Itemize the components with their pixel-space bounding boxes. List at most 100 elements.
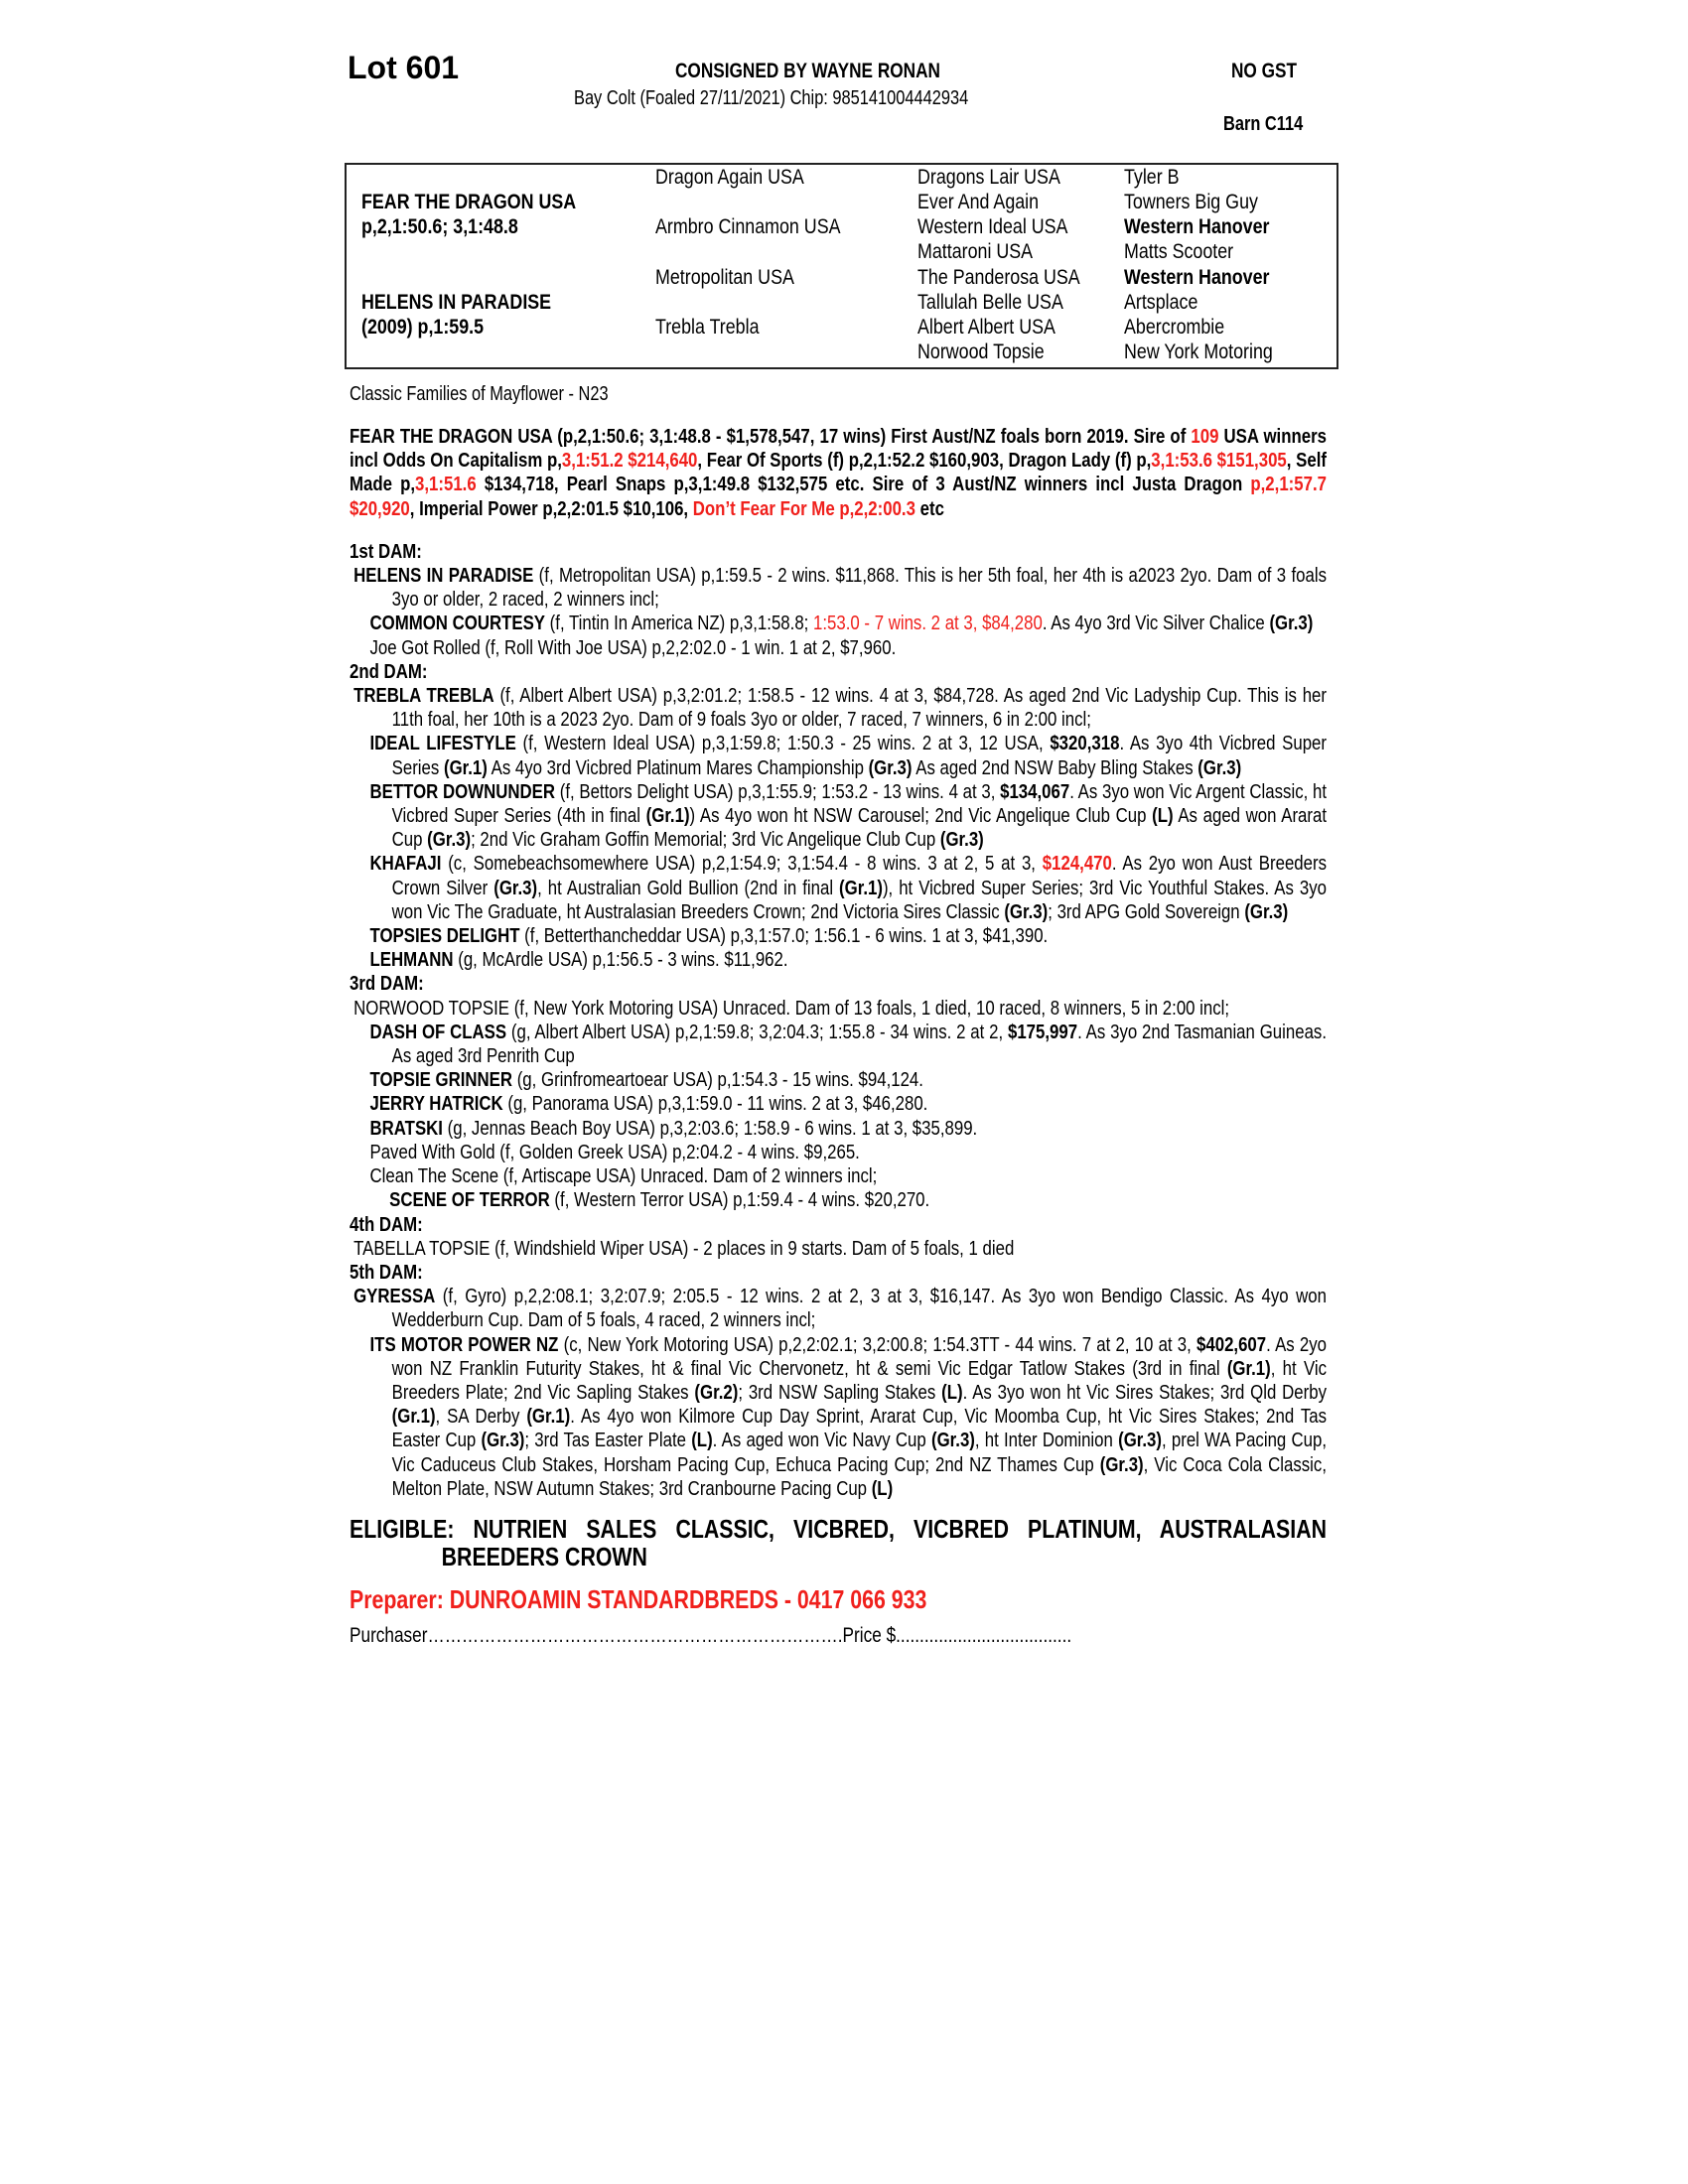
preparer: Preparer: DUNROAMIN STANDARDBREDS - 0417…	[350, 1583, 927, 1614]
text-segment: . As 4yo won Kilmore Cup Day Sprint, Ara…	[391, 1405, 1328, 1452]
text-segment: ), ht Vicbred Super Series; 3rd Vic Yout…	[391, 876, 1327, 923]
text-segment: GYRESSA	[353, 1285, 436, 1308]
text-segment: (c, Somebeachsomewhere USA) p,2,1:54.9; …	[441, 852, 1043, 876]
text-segment: IDEAL LIFESTYLE	[369, 732, 516, 755]
text-segment: LEHMANN	[369, 948, 454, 972]
text-segment: ITS MOTOR POWER NZ	[369, 1332, 559, 1356]
progeny-entry: LEHMANN (g, McArdle USA) p,1:56.5 - 3 wi…	[350, 948, 1327, 972]
text-segment: . As 2yo won Aust Breeders Crown Silver	[391, 852, 1327, 899]
text-segment: (L)	[1152, 804, 1174, 828]
text-segment: TABELLA TOPSIE (f, Windshield Wiper USA)…	[353, 1236, 1015, 1260]
dam-sections: 1st DAM: HELENS IN PARADISE (f, Metropoli…	[350, 540, 1327, 1501]
text-segment: , ht Vic Breeders Plate; 2nd Vic Sapling…	[391, 1356, 1327, 1404]
progeny-entry: Joe Got Rolled (f, Roll With Joe USA) p,…	[350, 636, 1327, 660]
progeny-entry: DASH OF CLASS (g, Albert Albert USA) p,2…	[350, 1020, 1328, 1068]
pedigree-gen3: The Panderosa USA	[917, 266, 1080, 289]
pedigree-gen4: Artsplace	[1124, 291, 1198, 314]
progeny-entry: Paved With Gold (f, Golden Greek USA) p,…	[350, 1141, 1327, 1164]
consignor: CONSIGNED BY WAYNE RONAN	[675, 60, 999, 83]
progeny-entry: COMMON COURTESY (f, Tintin In America NZ…	[350, 612, 1327, 635]
pedigree-gen2: Dragon Again USA	[655, 166, 804, 189]
text-segment: (Gr.2)	[694, 1380, 739, 1404]
text-segment: DASH OF CLASS	[369, 1020, 507, 1043]
progeny-entry: JERRY HATRICK (g, Panorama USA) p,3,1:59…	[350, 1092, 1327, 1116]
text-segment: $320,318	[1050, 732, 1120, 755]
gst-text: NO GST	[1231, 60, 1298, 82]
text-segment: . As 3yo 2nd Tasmanian Guineas. As aged …	[391, 1020, 1327, 1068]
progeny-entry: HELENS IN PARADISE (f, Metropolitan USA)…	[350, 564, 1327, 612]
text-segment: (Gr.3)	[1004, 899, 1049, 923]
text-segment: . As 4yo 3rd Vic Silver Chalice	[1042, 612, 1270, 635]
text-segment: , Vic Coca Cola Classic, Melton Plate, N…	[391, 1452, 1327, 1500]
pedigree-gen3: Albert Albert USA	[917, 316, 1055, 339]
dam-heading: 5th DAM:	[350, 1260, 423, 1284]
pedigree-gen2: Trebla Trebla	[655, 316, 760, 339]
text-segment: . As 3yo won Vic Argent Classic, ht Vicb…	[391, 779, 1327, 828]
text-segment: p,2,1:57.7 $20,920	[350, 473, 1327, 520]
barn-text: Barn C114	[1223, 113, 1304, 135]
text-segment: TREBLA TREBLA	[353, 684, 494, 708]
text-segment: 1:53.0 - 7 wins. 2 at 3, $84,280	[813, 612, 1043, 635]
pedigree-gen4: Western Hanover	[1124, 266, 1270, 289]
text-segment: (c, New York Motoring USA) p,2,2:02.1; 3…	[558, 1332, 1197, 1356]
text-segment: (f, Tintin In America NZ) p,3,1:58.8;	[545, 612, 814, 635]
text-segment: JERRY HATRICK	[369, 1092, 503, 1116]
text-segment: (f, Betterthancheddar USA) p,3,1:57.0; 1…	[519, 924, 1049, 948]
text-segment: (Gr.1)	[1226, 1356, 1271, 1380]
text-segment: , Self Made p,	[350, 449, 1327, 496]
family-text: Classic Families of Mayflower - N23	[350, 383, 609, 405]
text-segment: (Gr.3)	[1269, 612, 1314, 635]
text-segment: $402,607	[1196, 1332, 1267, 1356]
text-segment: (Gr.3)	[930, 1429, 975, 1452]
text-segment: (Gr.3)	[481, 1429, 525, 1452]
progeny-entry: ITS MOTOR POWER NZ (c, New York Motoring…	[350, 1332, 1328, 1501]
text-segment: Don’t Fear For Me p,2,2:00.3	[692, 496, 915, 520]
text-segment: , ht Australian Gold Bullion (2nd in fin…	[537, 876, 840, 899]
pedigree-gen3: Western Ideal USA	[917, 215, 1068, 238]
consignor-text: CONSIGNED BY WAYNE RONAN	[675, 60, 940, 82]
text-segment: (Gr.3)	[1197, 755, 1242, 779]
dam-heading: 4th DAM:	[350, 1212, 423, 1236]
progeny-entry: BETTOR DOWNUNDER (f, Bettors Delight USA…	[350, 779, 1328, 853]
progeny-entry: IDEAL LIFESTYLE (f, Western Ideal USA) p…	[350, 732, 1328, 779]
text-segment: etc	[914, 496, 944, 520]
text-segment: (Gr.1)	[526, 1405, 571, 1429]
pedigree-gen3: Norwood Topsie	[917, 341, 1045, 363]
pedigree-gen2: Metropolitan USA	[655, 266, 794, 289]
pedigree-gen3: Dragons Lair USA	[917, 166, 1060, 189]
eligibility: ELIGIBLE: NUTRIEN SALES CLASSIC, VICBRED…	[350, 1513, 1327, 1571]
pedigree-gen4: Matts Scooter	[1124, 240, 1234, 263]
text-segment: , prel WA Pacing Cup, Vic Caduceus Club …	[391, 1429, 1327, 1476]
text-segment: , Fear Of Sports (f) p,2,1:52.2 $160,903…	[697, 449, 1152, 473]
text-segment: $134,067	[1000, 779, 1070, 803]
text-segment: (Gr.3)	[1118, 1429, 1163, 1452]
text-segment: (Gr.1)	[443, 755, 488, 779]
text-segment: (Gr.1)	[839, 876, 883, 899]
pedigree-gen3: Tallulah Belle USA	[917, 291, 1063, 314]
sire-paragraph: FEAR THE DRAGON USA (p,2,1:50.6; 3,1:48.…	[350, 425, 1327, 521]
pedigree-gen4: Tyler B	[1124, 166, 1180, 189]
text-segment: (g, McArdle USA) p,1:56.5 - 3 wins. $11,…	[453, 948, 788, 972]
text-segment: As aged 2nd NSW Baby Bling Stakes	[912, 755, 1198, 779]
text-segment: (Gr.1)	[391, 1405, 436, 1429]
text-segment: (g, Grinfromeartoear USA) p,1:54.3 - 15 …	[512, 1068, 923, 1092]
purchaser-line: Purchaser……………………………………………………………….Price …	[350, 1623, 1072, 1647]
dam-heading: 1st DAM:	[350, 539, 422, 563]
pedigree-gen3: Mattaroni USA	[917, 240, 1034, 263]
text-segment: ) As 4yo won ht NSW Carousel; 2nd Vic An…	[689, 804, 1153, 828]
progeny-entry: BRATSKI (g, Jennas Beach Boy USA) p,3,2:…	[350, 1117, 1327, 1141]
text-segment: KHAFAJI	[369, 852, 442, 876]
text-segment: (g, Jennas Beach Boy USA) p,3,2:03.6; 1:…	[442, 1116, 978, 1140]
text-segment: Clean The Scene (f, Artiscape USA) Unrac…	[369, 1164, 878, 1188]
text-segment: . As 2yo won NZ Franklin Futurity Stakes…	[391, 1332, 1327, 1380]
progeny-entry: GYRESSA (f, Gyro) p,2,2:08.1; 3,2:07.9; …	[350, 1285, 1327, 1332]
progeny-entry: KHAFAJI (c, Somebeachsomewhere USA) p,2,…	[350, 852, 1328, 924]
text-segment: (Gr.3)	[493, 876, 538, 899]
text-segment: Paved With Gold (f, Golden Greek USA) p,…	[369, 1140, 860, 1163]
text-segment: BETTOR DOWNUNDER	[369, 779, 556, 803]
family-line: Classic Families of Mayflower - N23	[350, 383, 665, 406]
pedigree-gen2: Armbro Cinnamon USA	[655, 215, 841, 238]
pedigree-gen4: Western Hanover	[1124, 215, 1270, 238]
text-segment: (L)	[941, 1380, 963, 1404]
text-segment: (f, Albert Albert USA) p,3,2:01.2; 1:58.…	[391, 684, 1327, 732]
